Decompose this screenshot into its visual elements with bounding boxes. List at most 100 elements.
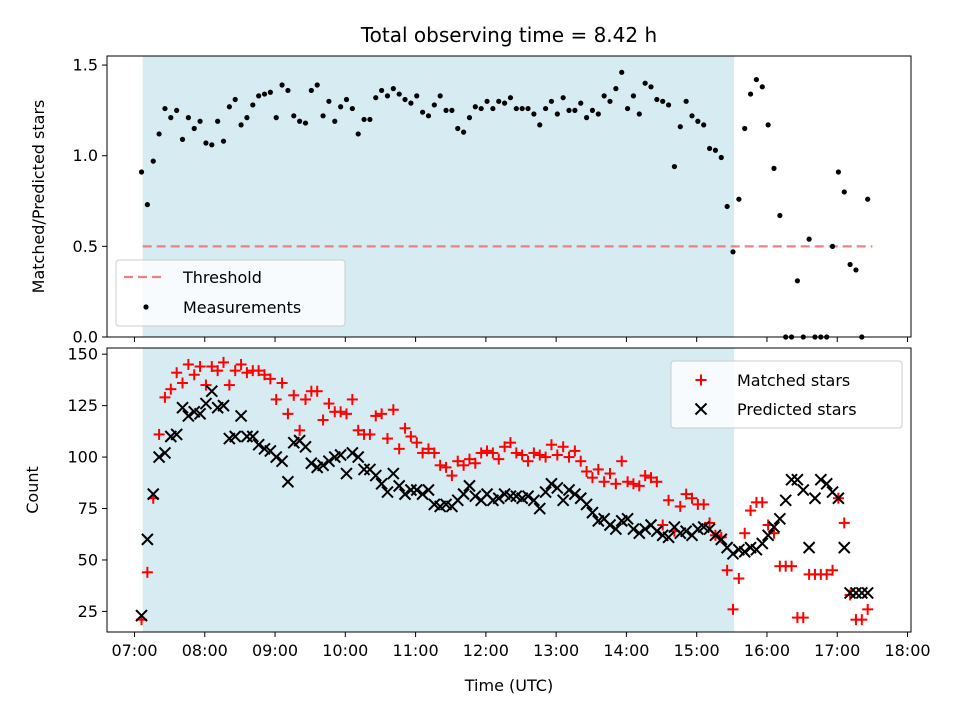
predicted-point bbox=[633, 527, 646, 540]
measurement-point bbox=[390, 86, 396, 92]
predicted-point bbox=[135, 609, 148, 622]
measurement-point bbox=[642, 80, 648, 86]
measurement-point bbox=[297, 118, 303, 124]
measurement-point bbox=[215, 118, 221, 124]
measurement-point bbox=[525, 105, 531, 112]
legend-measurements-swatch bbox=[143, 304, 149, 310]
matched-point bbox=[370, 410, 382, 422]
measurement-point bbox=[689, 113, 695, 119]
measurement-point bbox=[771, 165, 777, 171]
matched-point bbox=[686, 492, 698, 504]
measurement-point bbox=[256, 93, 262, 99]
matched-point bbox=[592, 463, 604, 475]
predicted-point bbox=[199, 397, 213, 410]
measurement-point bbox=[560, 95, 566, 101]
measurement-point bbox=[701, 122, 707, 128]
matched-point bbox=[739, 527, 751, 539]
predicted-point bbox=[556, 494, 570, 507]
matched-point bbox=[352, 424, 364, 436]
matched-point bbox=[786, 560, 798, 572]
measurements-series bbox=[138, 69, 871, 340]
matched-point bbox=[311, 385, 323, 397]
measurement-point bbox=[185, 115, 191, 121]
matched-point bbox=[604, 468, 616, 480]
bottom-y-axis-label: Count bbox=[23, 466, 42, 514]
predicted-point bbox=[392, 479, 406, 493]
matched-point bbox=[276, 377, 288, 389]
matched-point bbox=[704, 517, 716, 529]
measurement-point bbox=[519, 105, 525, 112]
bottom-y-tick-label: 25 bbox=[78, 602, 98, 621]
measurement-point bbox=[373, 95, 379, 101]
measurement-point bbox=[308, 87, 314, 94]
matched-point bbox=[575, 455, 587, 467]
measurement-point bbox=[285, 87, 291, 94]
bottom-y-ticks: 25 50 75 100 125 150 bbox=[67, 345, 107, 621]
measurement-point bbox=[420, 109, 426, 115]
matched-point bbox=[165, 383, 177, 395]
predicted-point bbox=[849, 586, 863, 600]
measurement-point bbox=[232, 96, 238, 103]
matched-point bbox=[610, 478, 622, 490]
matched-point bbox=[616, 455, 628, 467]
matched-point bbox=[721, 564, 733, 576]
predicted-point bbox=[726, 547, 740, 561]
measurement-point bbox=[607, 98, 613, 104]
matched-point bbox=[727, 603, 739, 615]
matched-point bbox=[253, 365, 265, 377]
measurement-point bbox=[724, 203, 730, 210]
predicted-point bbox=[761, 529, 775, 542]
measurement-point bbox=[279, 82, 285, 88]
predicted-point bbox=[568, 487, 582, 501]
matched-point bbox=[856, 614, 868, 626]
predicted-point bbox=[369, 469, 382, 482]
measurement-point bbox=[589, 107, 596, 113]
measurement-point bbox=[197, 118, 203, 124]
predicted-point bbox=[387, 467, 400, 480]
measurement-point bbox=[320, 113, 326, 119]
matched-point bbox=[563, 451, 575, 463]
predicted-point bbox=[469, 489, 482, 503]
predicted-point bbox=[662, 531, 675, 544]
predicted-point bbox=[416, 487, 429, 501]
measurement-point bbox=[209, 142, 215, 148]
predicted-point bbox=[738, 545, 751, 558]
predicted-stars-series bbox=[135, 385, 874, 622]
predicted-point bbox=[147, 487, 160, 501]
predicted-point bbox=[375, 477, 388, 491]
predicted-point bbox=[773, 512, 787, 526]
matched-point bbox=[381, 433, 393, 445]
predicted-point bbox=[275, 454, 289, 468]
predicted-point bbox=[580, 498, 593, 511]
measurement-point bbox=[624, 105, 631, 112]
predicted-point bbox=[715, 533, 728, 546]
predicted-point bbox=[586, 506, 599, 519]
top-legend: Threshold Measurements bbox=[115, 259, 346, 327]
matched-point bbox=[159, 391, 171, 403]
measurement-point bbox=[203, 140, 209, 146]
measurement-point bbox=[408, 100, 414, 106]
matched-point bbox=[323, 398, 335, 410]
measurement-point bbox=[150, 158, 156, 164]
measurement-point bbox=[414, 93, 420, 99]
predicted-point bbox=[621, 512, 634, 526]
predicted-point bbox=[463, 479, 476, 493]
predicted-point bbox=[193, 407, 207, 421]
measurement-point bbox=[261, 91, 268, 97]
measurement-point bbox=[578, 100, 584, 106]
matched-point bbox=[557, 441, 569, 453]
predicted-point bbox=[410, 483, 423, 497]
matched-point bbox=[446, 470, 458, 482]
matched-point bbox=[639, 470, 651, 482]
measurement-point bbox=[841, 189, 847, 195]
measurement-point bbox=[619, 69, 625, 75]
top-y-tick-label: 1.5 bbox=[73, 56, 98, 75]
measurement-point bbox=[138, 169, 145, 175]
predicted-point bbox=[234, 409, 248, 423]
measurement-point bbox=[291, 113, 297, 119]
matched-point bbox=[440, 461, 452, 473]
measurement-point bbox=[191, 125, 197, 132]
predicted-point bbox=[492, 492, 505, 505]
legend-predicted-label: Predicted stars bbox=[737, 400, 857, 419]
matched-point bbox=[422, 443, 434, 455]
